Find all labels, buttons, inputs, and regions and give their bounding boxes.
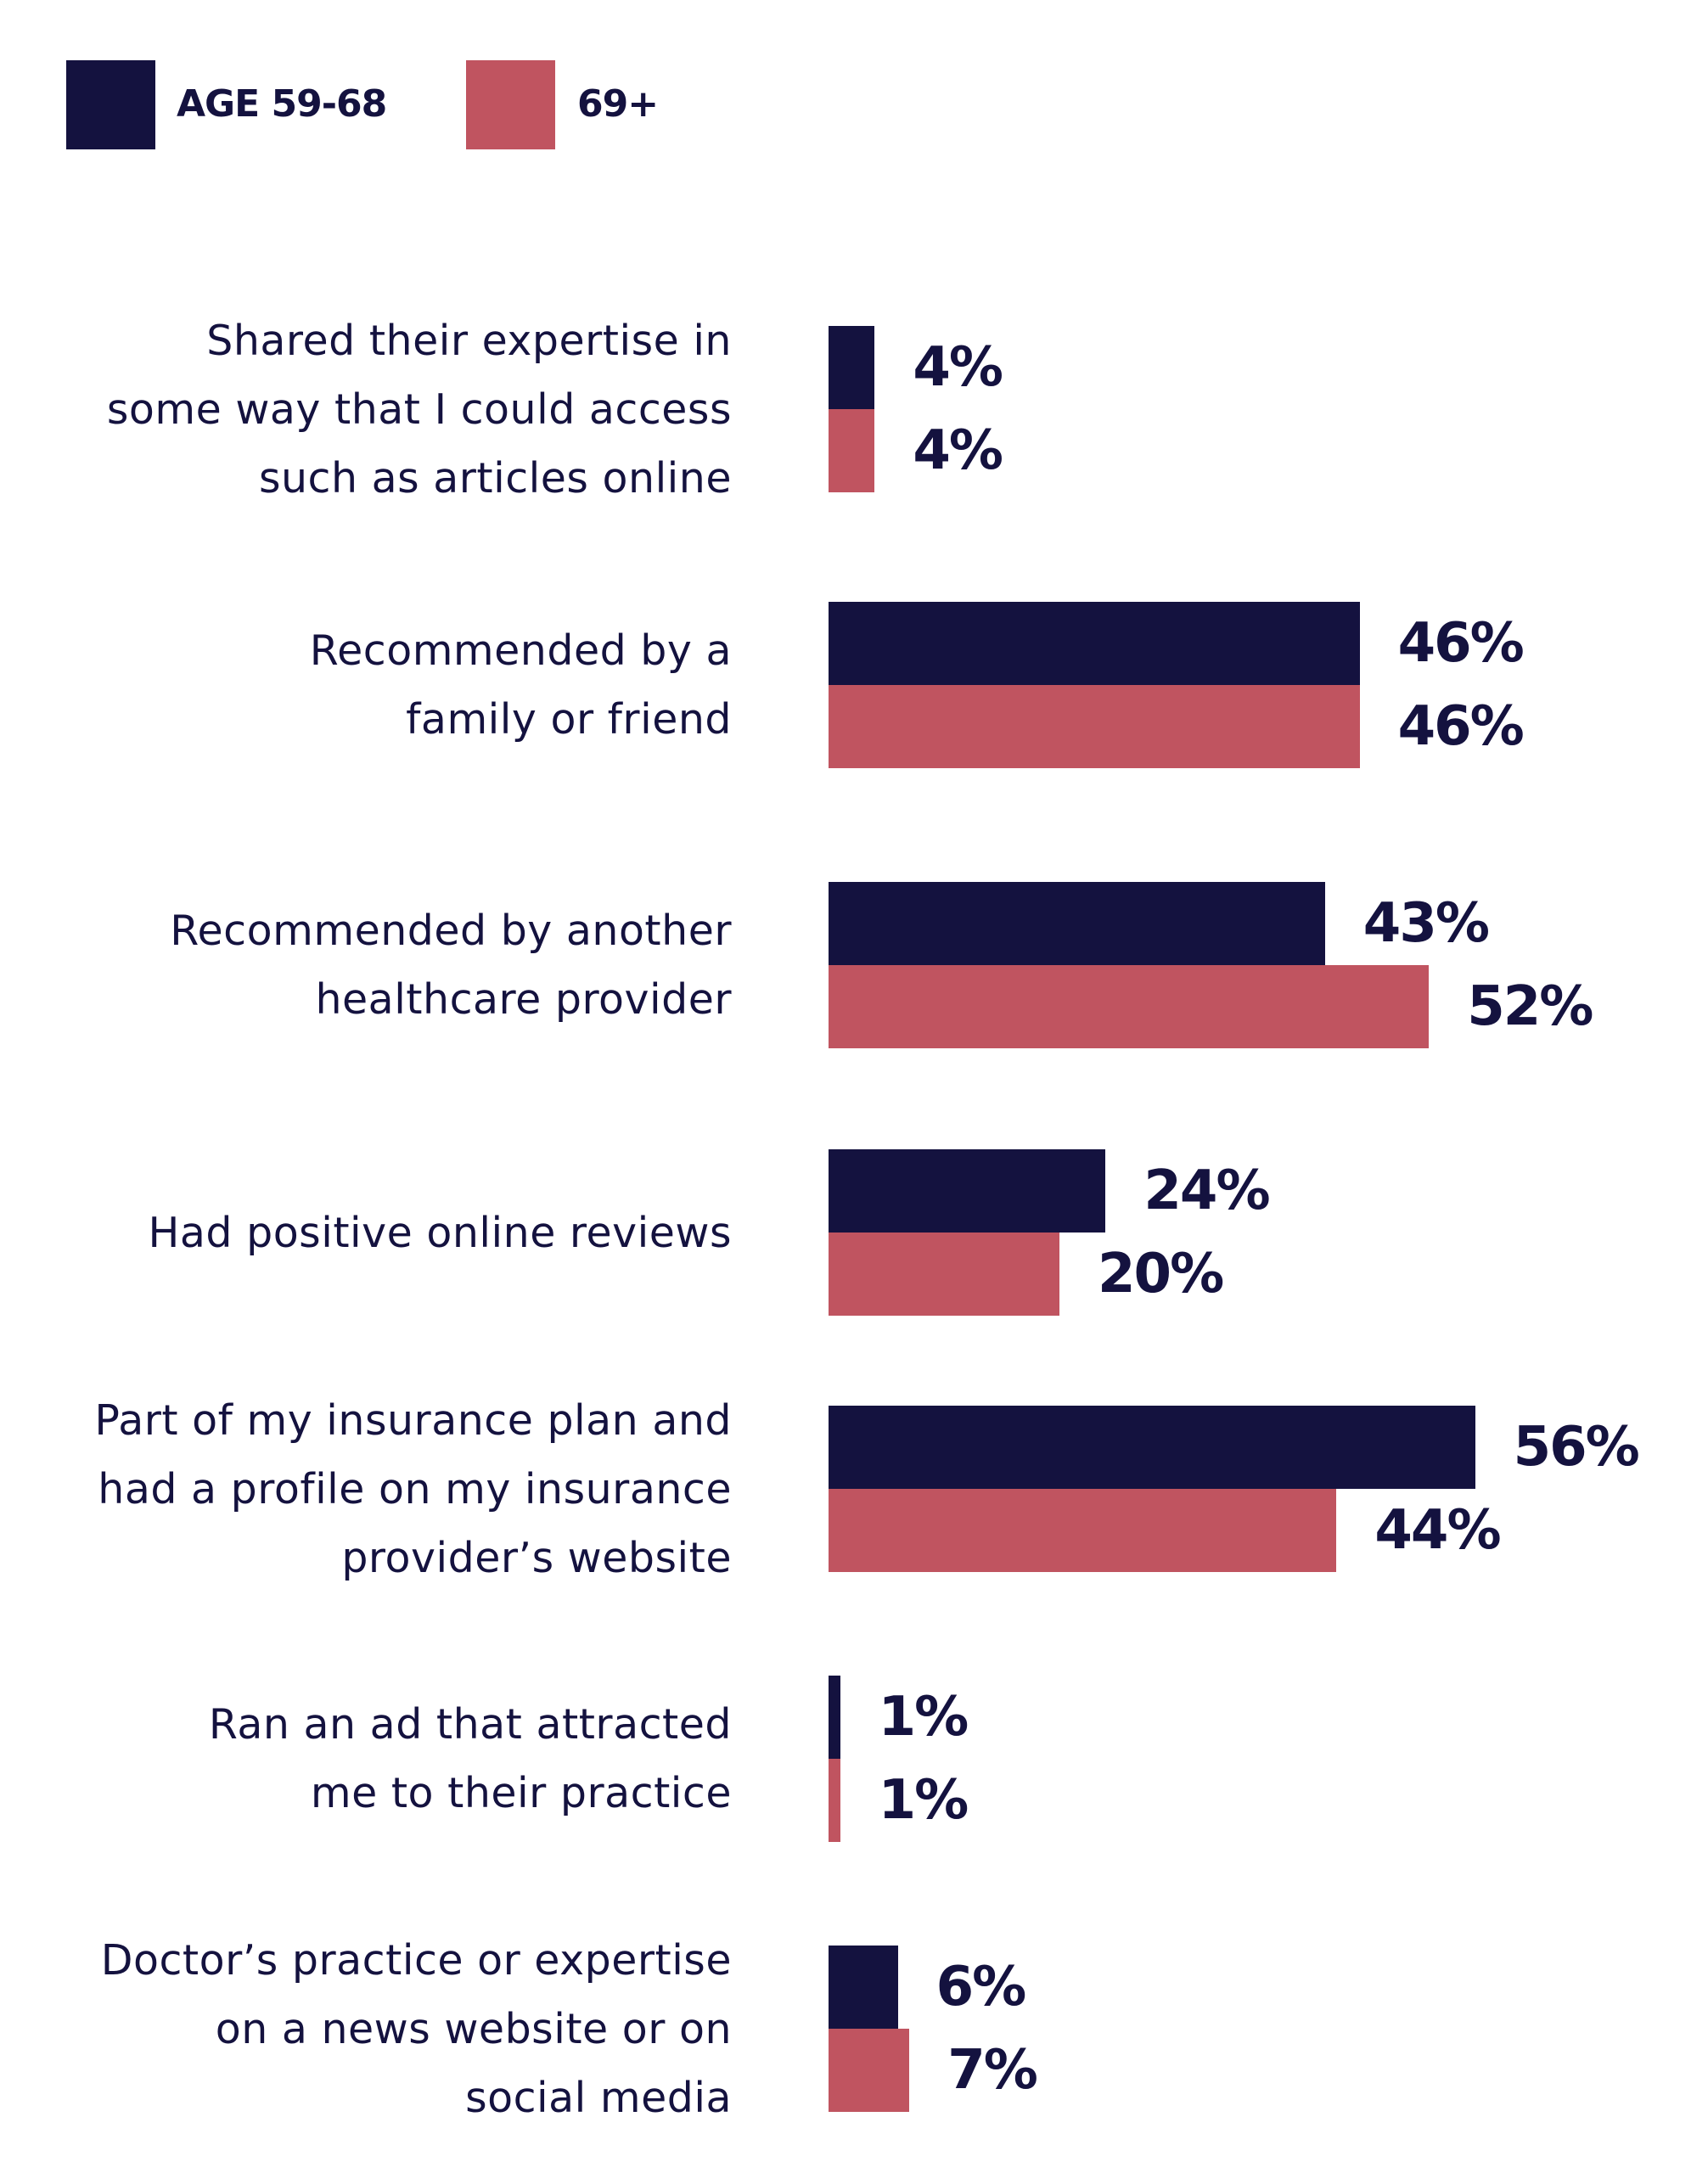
data-label: 20% — [1098, 1243, 1224, 1305]
category-label-line: Recommended by a — [309, 626, 732, 675]
bar-age-59-68 — [829, 326, 875, 409]
data-label: 46% — [1397, 695, 1525, 758]
category-label-line: Ran an ad that attracted — [208, 1700, 732, 1749]
category-label-line: Recommended by another — [170, 907, 732, 955]
category-label: Doctor’s practice or expertise on a news … — [0, 1926, 732, 2132]
legend-swatch-69-plus — [466, 60, 555, 149]
bar-age-59-68 — [829, 1149, 1106, 1232]
category-label-line: such as articles online — [258, 453, 732, 503]
bar-69-plus — [829, 2029, 910, 2112]
category-label-line: family or friend — [406, 695, 732, 744]
category-label-line: Shared their expertise in — [206, 316, 732, 365]
category-label-line: Had positive online reviews — [148, 1208, 732, 1257]
data-label: 1% — [878, 1769, 969, 1832]
category-label: Had positive online reviews — [0, 1199, 732, 1267]
category-label-line: social media — [465, 2073, 732, 2122]
bar-age-59-68 — [829, 1676, 840, 1759]
category-label: Shared their expertise in some way that I… — [0, 306, 732, 513]
legend-label-age-59-68: AGE 59-68 — [177, 82, 387, 126]
bar-69-plus — [829, 685, 1360, 768]
bar-age-59-68 — [829, 882, 1325, 965]
category-label-line: Doctor’s practice or expertise — [100, 1935, 732, 1985]
category-label-line: me to their practice — [310, 1769, 732, 1817]
category-label-line: Part of my insurance plan and — [94, 1395, 732, 1445]
bar-69-plus — [829, 1232, 1059, 1316]
category-label-line: on a news website or on — [215, 2004, 732, 2053]
category-label: Recommended by another healthcare provide… — [0, 896, 732, 1034]
legend-label-69-plus: 69+ — [577, 82, 659, 126]
legend-swatch-age-59-68 — [66, 60, 155, 149]
category-label-line: some way that I could access — [106, 385, 732, 434]
bar-age-59-68 — [829, 1946, 898, 2029]
data-label: 4% — [913, 419, 1003, 482]
data-label: 44% — [1374, 1499, 1501, 1562]
data-label: 1% — [878, 1686, 969, 1749]
data-label: 4% — [913, 336, 1003, 399]
category-label: Ran an ad that attracted me to their prac… — [0, 1690, 732, 1828]
bar-age-59-68 — [829, 602, 1360, 685]
bar-age-59-68 — [829, 1406, 1475, 1489]
data-label: 43% — [1362, 892, 1490, 955]
data-label: 52% — [1467, 975, 1593, 1038]
bar-69-plus — [829, 409, 875, 492]
category-label-line: healthcare provider — [315, 975, 732, 1024]
data-label: 7% — [947, 2039, 1038, 2102]
category-label: Recommended by a family or friend — [0, 616, 732, 754]
bar-69-plus — [829, 965, 1430, 1048]
category-label-line: provider’s website — [341, 1533, 732, 1582]
bar-69-plus — [829, 1759, 840, 1842]
bar-69-plus — [829, 1489, 1337, 1572]
data-label: 6% — [935, 1956, 1027, 2019]
category-label: Part of my insurance plan and had a profi… — [0, 1386, 732, 1592]
data-label: 56% — [1513, 1416, 1640, 1479]
data-label: 24% — [1143, 1159, 1270, 1222]
data-label: 46% — [1397, 612, 1525, 675]
category-label-line: had a profile on my insurance — [98, 1464, 732, 1513]
